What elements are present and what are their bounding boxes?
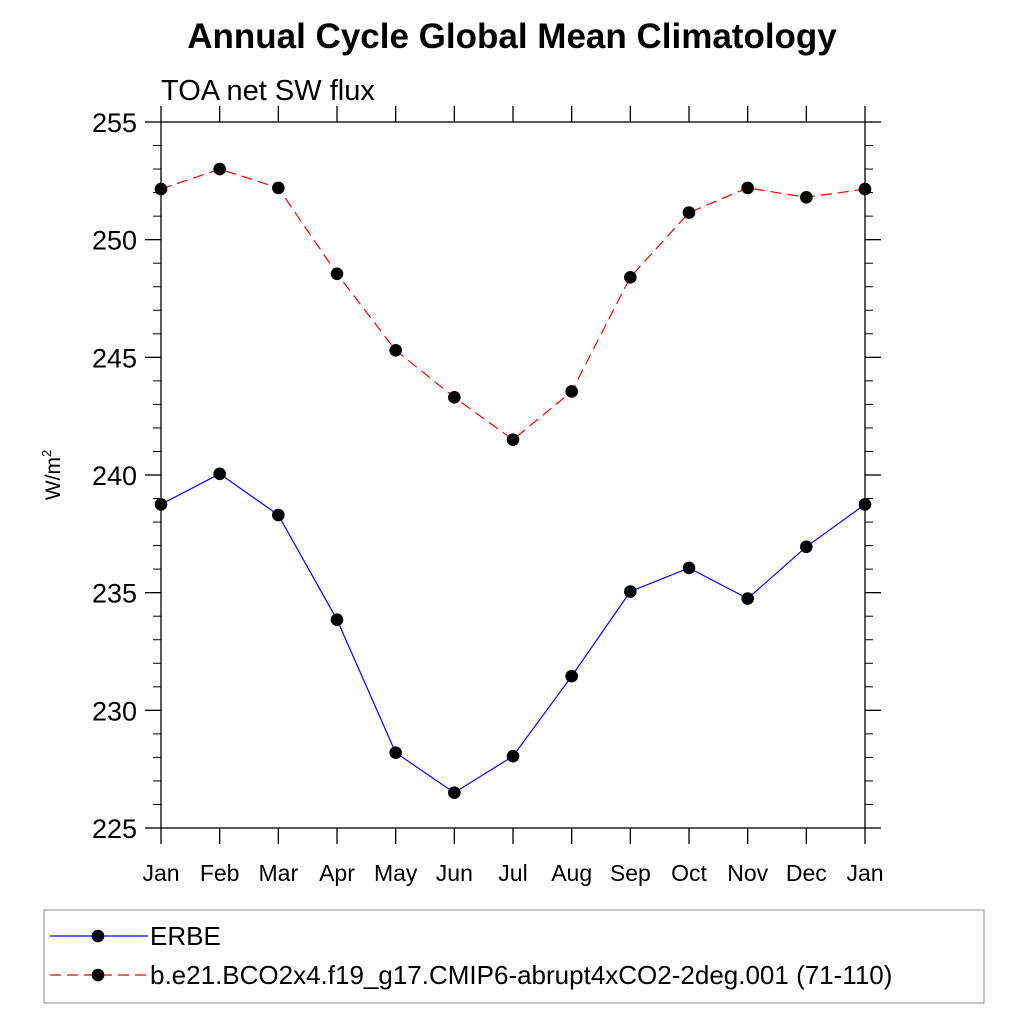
series-1-point [741,592,754,605]
x-tick-label: Dec [786,860,827,886]
series-1-point [330,613,344,627]
chart-subtitle: TOA net SW flux [161,75,375,107]
series-2-point [330,267,344,281]
series-1-point [624,585,637,598]
legend-marker-2 [91,968,105,982]
series-2-point [800,191,813,204]
series-2-point [741,181,754,195]
legend-box [43,909,985,1004]
series-2-point [682,206,696,219]
y-tick-label: 240 [92,461,137,491]
series-1-point [682,561,696,575]
chart-title: Annual Cycle Global Mean Climatology [187,17,837,56]
legend-label-1: ERBE [150,921,221,951]
series-2-point [624,271,637,284]
series-1-point [272,508,285,522]
series-1-point [154,498,168,511]
series-1-point [800,540,813,554]
y-tick-label: 235 [92,579,137,609]
x-tick-label: Sep [610,860,651,886]
y-tick-label: 250 [92,226,137,256]
series-1-point [858,498,872,511]
x-tick-label: Feb [200,860,240,886]
x-tick-label: Jan [142,860,179,886]
y-tick-label: 230 [92,696,137,726]
series-2-point [389,343,402,357]
series-2-point [213,162,226,176]
series-layer [154,162,872,799]
y-axis-label-text: W/m [42,457,65,500]
plot-frame [160,121,866,829]
x-tick-label: Aug [551,860,592,886]
series-1-point [565,669,578,683]
series-1-point [448,786,461,799]
y-axis-label-superscript: 2 [39,450,54,457]
legend-label-2: b.e21.BCO2x4.f19_g17.CMIP6-abrupt4xCO2-2… [150,960,892,990]
series-2-point [154,182,168,196]
series-1-point [213,467,226,481]
legend: ERBE b.e21.BCO2x4.f19_g17.CMIP6-abrupt4xC… [50,921,892,990]
x-tick-label: Apr [319,860,355,886]
series-line-1 [160,473,866,794]
x-tick-label: Jun [436,860,473,886]
y-tick-label: 245 [92,343,137,373]
series-1-point [389,746,402,759]
series-2-point [272,181,285,195]
series-2-point [506,433,520,447]
x-tick-label: May [374,860,418,886]
series-1-point [506,749,520,763]
x-tick-label: Oct [671,860,707,886]
series-2-point [565,385,578,398]
series-line-2 [160,168,866,441]
series-2-point [448,391,461,404]
x-tick-label: Nov [727,860,768,886]
y-tick-label: 255 [92,108,137,138]
legend-marker-1 [91,929,105,943]
x-tick-label: Jul [498,860,527,886]
y-tick-label: 225 [92,814,137,844]
y-axis-label: W/m2 [39,450,65,500]
x-tick-label: Mar [259,860,299,886]
series-2-point [858,182,872,196]
x-tick-label: Jan [846,860,883,886]
